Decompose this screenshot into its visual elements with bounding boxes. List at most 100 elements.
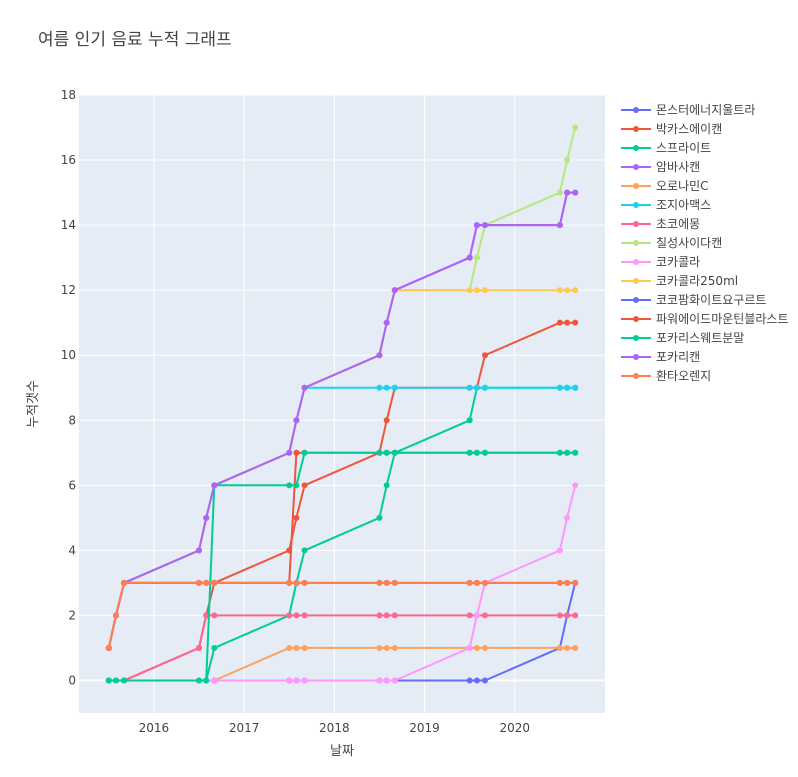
legend-item[interactable]: 스프라이트 <box>621 141 711 155</box>
legend-item[interactable]: 코카콜라 <box>621 255 700 269</box>
data-point <box>301 482 308 489</box>
data-point <box>203 579 210 586</box>
data-point <box>564 319 571 326</box>
legend-label: 몬스터에너지울트라 <box>656 103 755 117</box>
data-point <box>195 644 202 651</box>
legend-item[interactable]: 초코에몽 <box>621 217 700 231</box>
data-point <box>556 547 563 554</box>
data-point <box>482 352 489 359</box>
plot-area <box>79 95 605 713</box>
data-point <box>482 612 489 619</box>
legend-label: 암바사캔 <box>656 160 700 174</box>
legend-swatch-marker <box>633 183 639 189</box>
series-line <box>107 581 576 649</box>
y-tick-label: 6 <box>68 478 76 492</box>
y-tick-label: 0 <box>68 673 76 687</box>
x-axis-title: 날짜 <box>330 744 354 759</box>
legend-swatch-marker <box>633 297 639 303</box>
x-tick-label: 2018 <box>319 721 350 735</box>
data-point <box>195 547 202 554</box>
data-point <box>293 514 300 521</box>
data-point <box>572 449 579 456</box>
data-point <box>376 677 383 684</box>
data-point <box>293 677 300 684</box>
legend-item[interactable]: 파워에이드마운틴블라스트 <box>621 312 788 326</box>
legend-swatch-marker <box>633 145 639 151</box>
data-point <box>572 384 579 391</box>
data-point <box>473 254 480 261</box>
data-point <box>473 579 480 586</box>
data-point <box>286 579 293 586</box>
y-axis-title: 누적갯수 <box>26 380 41 428</box>
legend-label: 오로나민C <box>656 179 709 193</box>
data-point <box>301 579 308 586</box>
legend-item[interactable]: 환타오렌지 <box>621 369 711 383</box>
data-point <box>466 579 473 586</box>
data-point <box>383 417 390 424</box>
x-tick-label: 2020 <box>500 721 531 735</box>
series-layer <box>105 124 579 684</box>
legend-item[interactable]: 조지아맥스 <box>621 198 711 212</box>
data-point <box>376 612 383 619</box>
data-point <box>286 612 293 619</box>
legend-swatch-marker <box>633 335 639 341</box>
data-point <box>301 449 308 456</box>
legend-item[interactable]: 포카리스웨트분말 <box>621 331 744 345</box>
data-point <box>293 612 300 619</box>
legend-swatch-marker <box>633 221 639 227</box>
data-point <box>572 189 579 196</box>
legend-item[interactable]: 코카콜라250ml <box>621 274 738 288</box>
legend-item[interactable]: 코코팜화이트요구르트 <box>621 293 766 307</box>
data-point <box>293 579 300 586</box>
y-tick-label: 10 <box>61 348 76 362</box>
legend-item[interactable]: 박카스에이캔 <box>621 122 722 136</box>
legend-swatch-marker <box>633 278 639 284</box>
data-point <box>482 644 489 651</box>
legend-swatch-marker <box>633 202 639 208</box>
data-point <box>466 254 473 261</box>
data-point <box>211 482 218 489</box>
data-point <box>572 124 579 131</box>
legend-label: 조지아맥스 <box>656 198 711 212</box>
legend-item[interactable]: 포카리캔 <box>621 350 700 364</box>
data-point <box>391 384 398 391</box>
data-point <box>112 677 119 684</box>
legend-item[interactable]: 몬스터에너지울트라 <box>621 103 755 117</box>
data-point <box>105 677 112 684</box>
data-point <box>572 612 579 619</box>
data-point <box>466 417 473 424</box>
data-point <box>482 677 489 684</box>
data-point <box>293 449 300 456</box>
x-tick-label: 2017 <box>229 721 260 735</box>
legend-label: 포카리스웨트분말 <box>656 331 744 345</box>
data-point <box>564 287 571 294</box>
legend-label: 환타오렌지 <box>656 369 711 383</box>
data-point <box>383 482 390 489</box>
data-point <box>203 612 210 619</box>
series-12 <box>105 449 579 684</box>
data-point <box>473 677 480 684</box>
data-point <box>203 677 210 684</box>
data-point <box>376 352 383 359</box>
data-point <box>466 384 473 391</box>
data-point <box>473 287 480 294</box>
data-point <box>564 157 571 164</box>
data-point <box>376 384 383 391</box>
legend-swatch-marker <box>633 240 639 246</box>
data-point <box>121 579 128 586</box>
legend-item[interactable]: 오로나민C <box>621 179 709 193</box>
data-point <box>466 644 473 651</box>
data-point <box>286 482 293 489</box>
legend-item[interactable]: 칠성사이다캔 <box>621 236 722 250</box>
data-point <box>466 612 473 619</box>
series-14 <box>105 579 579 651</box>
data-point <box>376 449 383 456</box>
data-point <box>564 612 571 619</box>
data-point <box>391 579 398 586</box>
data-point <box>293 644 300 651</box>
data-point <box>286 644 293 651</box>
legend-swatch-marker <box>633 354 639 360</box>
legend-item[interactable]: 암바사캔 <box>621 160 700 174</box>
